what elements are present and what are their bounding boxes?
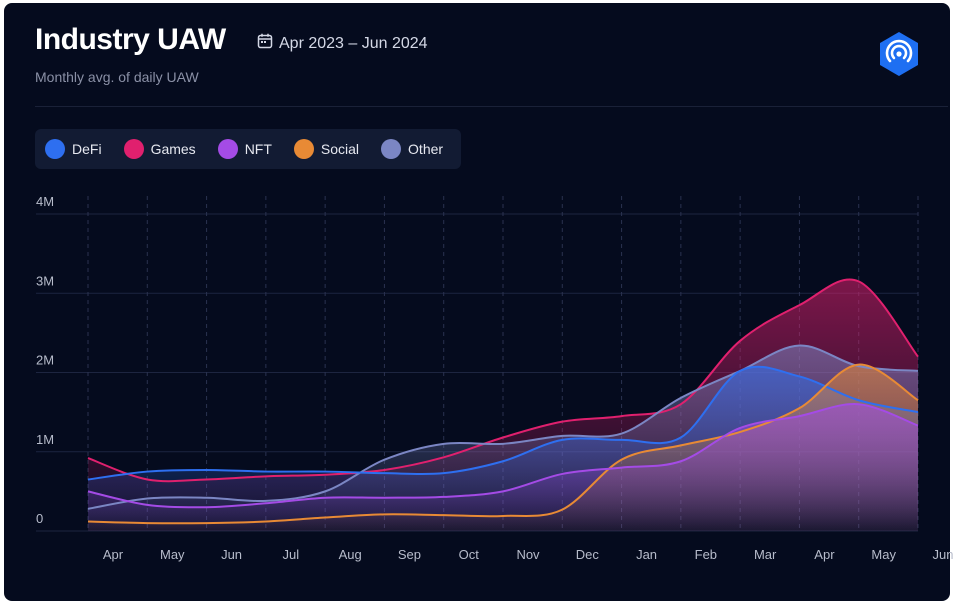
series-line-nft	[87, 403, 919, 509]
x-tick-label: Nov	[516, 547, 540, 562]
legend: DeFi Games NFT Social Other	[35, 129, 461, 169]
page-title: Industry UAW	[35, 23, 226, 56]
y-tick-label: 2M	[36, 353, 54, 368]
x-tick-label: Apr	[814, 547, 835, 562]
calendar-icon	[257, 33, 273, 54]
legend-label: DeFi	[72, 141, 102, 157]
date-range-label: Apr 2023 – Jun 2024	[279, 34, 428, 52]
subtitle: Monthly avg. of daily UAW	[35, 69, 199, 85]
legend-label: Other	[408, 141, 444, 157]
series-line-games	[87, 278, 919, 483]
series-line-defi	[87, 365, 919, 481]
x-tick-label: Apr	[103, 547, 124, 562]
x-tick-label: May	[871, 547, 896, 562]
y-axis-labels: 0 1M 2M 3M 4M	[36, 194, 54, 526]
x-axis-labels: Apr May Jun Jul Aug Sep Oct Nov Dec Jan Feb Mar Apr M…	[103, 547, 954, 562]
legend-label: NFT	[244, 141, 272, 157]
y-tick-label: 3M	[36, 273, 54, 288]
x-tick-label: May	[160, 547, 185, 562]
x-tick-label: Oct	[459, 547, 480, 562]
legend-label: Social	[320, 141, 360, 157]
legend-swatch-other	[381, 139, 402, 159]
header-divider	[35, 106, 948, 107]
legend-swatch-nft	[217, 139, 238, 159]
legend-label: Games	[150, 141, 196, 157]
legend-item-defi[interactable]: DeFi	[45, 139, 102, 159]
y-tick-label: 1M	[36, 432, 54, 447]
x-tick-label: Jun	[933, 547, 954, 562]
x-tick-label: Dec	[576, 547, 600, 562]
legend-item-nft[interactable]: NFT	[217, 139, 272, 159]
x-tick-label: Jul	[283, 547, 300, 562]
y-tick-label: 4M	[36, 194, 54, 209]
x-tick-label: Sep	[398, 547, 421, 562]
x-tick-label: Jun	[221, 547, 242, 562]
area-nft	[88, 404, 918, 531]
date-range[interactable]: Apr 2023 – Jun 2024	[257, 33, 428, 54]
x-tick-label: Feb	[695, 547, 717, 562]
x-tick-label: Jan	[636, 547, 657, 562]
chart-areas	[88, 279, 918, 531]
chart-lines	[87, 278, 919, 525]
legend-swatch-games	[123, 139, 144, 159]
legend-item-games[interactable]: Games	[123, 139, 196, 159]
legend-swatch-defi	[45, 139, 65, 159]
series-line-other	[87, 344, 919, 510]
y-tick-label: 0	[36, 511, 43, 526]
hexagon-radar-logo-icon	[876, 31, 922, 77]
legend-item-social[interactable]: Social	[293, 139, 360, 159]
x-tick-label: Aug	[339, 547, 362, 562]
x-tick-label: Mar	[754, 547, 777, 562]
legend-swatch-social	[293, 139, 314, 159]
series-line-social	[87, 363, 919, 525]
legend-item-other[interactable]: Other	[381, 139, 443, 159]
